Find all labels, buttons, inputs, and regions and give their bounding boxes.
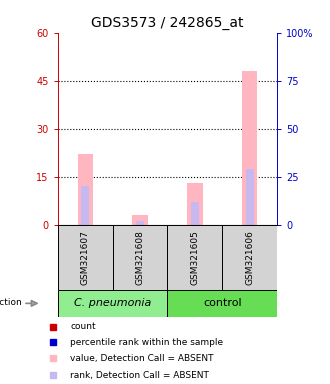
Bar <box>78 154 93 225</box>
Text: GSM321606: GSM321606 <box>245 230 254 285</box>
Text: count: count <box>70 323 96 331</box>
Bar <box>246 169 254 225</box>
Bar <box>168 225 222 290</box>
Text: GSM321605: GSM321605 <box>190 230 199 285</box>
Bar <box>58 290 168 317</box>
Text: infection: infection <box>0 298 22 306</box>
Text: rank, Detection Call = ABSENT: rank, Detection Call = ABSENT <box>70 371 209 380</box>
Bar <box>136 221 144 225</box>
Bar <box>113 225 168 290</box>
Text: GSM321607: GSM321607 <box>81 230 90 285</box>
Bar <box>168 290 277 317</box>
Bar <box>81 186 89 225</box>
Bar <box>132 215 148 225</box>
Bar <box>242 71 257 225</box>
Text: C. pneumonia: C. pneumonia <box>74 298 151 308</box>
Bar <box>58 225 113 290</box>
Text: value, Detection Call = ABSENT: value, Detection Call = ABSENT <box>70 354 214 363</box>
Bar <box>191 202 199 225</box>
Text: GSM321608: GSM321608 <box>136 230 145 285</box>
Text: percentile rank within the sample: percentile rank within the sample <box>70 338 223 347</box>
Bar <box>187 183 203 225</box>
Title: GDS3573 / 242865_at: GDS3573 / 242865_at <box>91 16 244 30</box>
Text: control: control <box>203 298 242 308</box>
Bar <box>222 225 277 290</box>
